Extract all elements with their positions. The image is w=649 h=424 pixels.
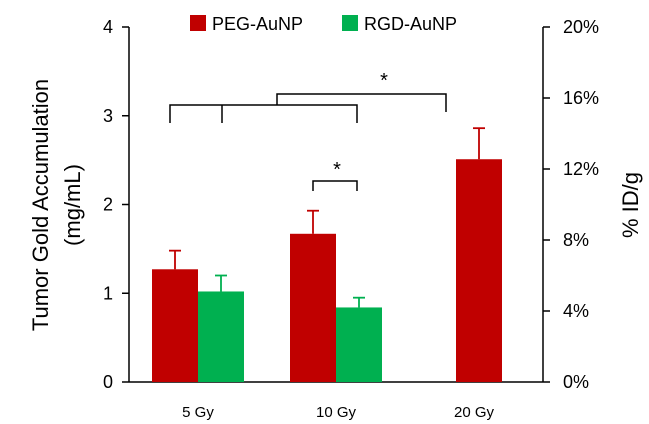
right-ticks: 0% 4% 8% 12% 16% 20% — [543, 17, 599, 392]
y2-tick-label: 20% — [563, 17, 599, 37]
bars — [152, 127, 502, 382]
bar — [198, 291, 244, 382]
y-tick-label: 3 — [103, 106, 113, 126]
left-ticks: 0 1 2 3 4 — [103, 17, 129, 392]
x-tick-label: 10 Gy — [316, 404, 357, 421]
y2-tick-label: 0% — [563, 372, 589, 392]
y2-tick-label: 8% — [563, 230, 589, 250]
y-axis-title-line1: Tumor Gold Accumulation — [28, 79, 53, 331]
legend-swatch-peg — [190, 15, 206, 31]
bar — [152, 269, 198, 382]
significance-star-long: * — [380, 70, 388, 92]
legend: PEG-AuNP RGD-AuNP — [190, 14, 457, 34]
significance-bracket-short — [312, 180, 358, 191]
bar — [456, 159, 502, 382]
legend-swatch-rgd — [342, 15, 358, 31]
y-tick-label: 4 — [103, 17, 113, 37]
y-tick-label: 1 — [103, 283, 113, 303]
legend-label-rgd: RGD-AuNP — [364, 14, 457, 34]
y-tick-label: 0 — [103, 372, 113, 392]
significance-bracket-long — [169, 93, 447, 123]
legend-label-peg: PEG-AuNP — [212, 14, 303, 34]
x-tick-label: 20 Gy — [454, 404, 495, 421]
y-axis-title-line2: (mg/mL) — [60, 164, 85, 246]
bar — [336, 307, 382, 382]
bar — [290, 233, 336, 382]
category-labels: 5 Gy 10 Gy 20 Gy — [182, 404, 494, 421]
significance-star-short: * — [333, 159, 341, 181]
y2-axis-title: % ID/g — [618, 172, 643, 238]
y2-tick-label: 12% — [563, 159, 599, 179]
x-tick-label: 5 Gy — [182, 404, 214, 421]
y2-tick-label: 4% — [563, 301, 589, 321]
y-tick-label: 2 — [103, 195, 113, 215]
y2-tick-label: 16% — [563, 88, 599, 108]
